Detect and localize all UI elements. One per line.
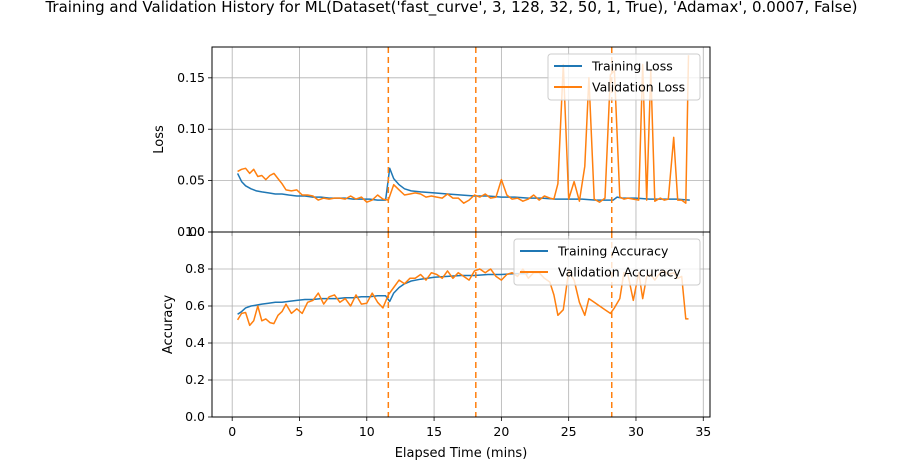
accuracy-x-tick-label: 25 bbox=[561, 424, 577, 439]
accuracy-panel: 0.0 0.2 0.4 0.6 0.8 1.0 0 5 10 15 20 25 30 35 Accuracy… bbox=[161, 224, 711, 460]
accuracy-x-tick-label: 15 bbox=[426, 424, 442, 439]
loss-y-axis-label: Loss bbox=[152, 125, 167, 154]
accuracy-axes-frame bbox=[211, 231, 711, 418]
accuracy-x-tick-label: 5 bbox=[296, 424, 304, 439]
accuracy-x-tick-label: 35 bbox=[695, 424, 711, 439]
accuracy-x-tick-label: 30 bbox=[628, 424, 644, 439]
accuracy-y-tick-label: 0.8 bbox=[185, 261, 205, 276]
loss-y-tick-label: 0.10 bbox=[177, 121, 205, 136]
accuracy-x-tick-label: 10 bbox=[359, 424, 375, 439]
loss-plot-area bbox=[236, 55, 690, 204]
loss-legend-label: Validation Loss bbox=[592, 80, 685, 95]
accuracy-legend-label: Training Accuracy bbox=[557, 244, 669, 259]
loss-legend-label: Training Loss bbox=[591, 59, 673, 74]
accuracy-y-tick-label: 1.0 bbox=[185, 224, 205, 239]
loss-series-validation-line bbox=[237, 55, 690, 204]
accuracy-legend-label: Validation Accuracy bbox=[558, 265, 681, 280]
accuracy-y-tick-label: 0.6 bbox=[185, 298, 205, 313]
loss-series-training-line bbox=[236, 167, 690, 201]
x-axis-label: Elapsed Time (mins) bbox=[395, 446, 528, 460]
loss-legend bbox=[547, 53, 701, 101]
accuracy-y-tick-label: 0.0 bbox=[185, 409, 205, 424]
loss-panel: 0.00 0.05 0.10 0.15 Loss Training Loss Validat… bbox=[152, 46, 711, 239]
accuracy-x-tick-label: 0 bbox=[228, 424, 236, 439]
accuracy-y-tick-label: 0.4 bbox=[185, 335, 205, 350]
accuracy-y-tick-label: 0.2 bbox=[185, 372, 205, 387]
loss-y-tick-label: 0.15 bbox=[177, 70, 205, 85]
accuracy-legend bbox=[513, 238, 701, 286]
chart-title: Training and Validation History for ML(D… bbox=[45, 0, 858, 16]
loss-y-tick-label: 0.00 bbox=[177, 224, 205, 239]
accuracy-x-tick-label: 20 bbox=[493, 424, 509, 439]
loss-y-tick-label: 0.05 bbox=[177, 173, 205, 188]
accuracy-y-axis-label: Accuracy bbox=[161, 295, 176, 355]
